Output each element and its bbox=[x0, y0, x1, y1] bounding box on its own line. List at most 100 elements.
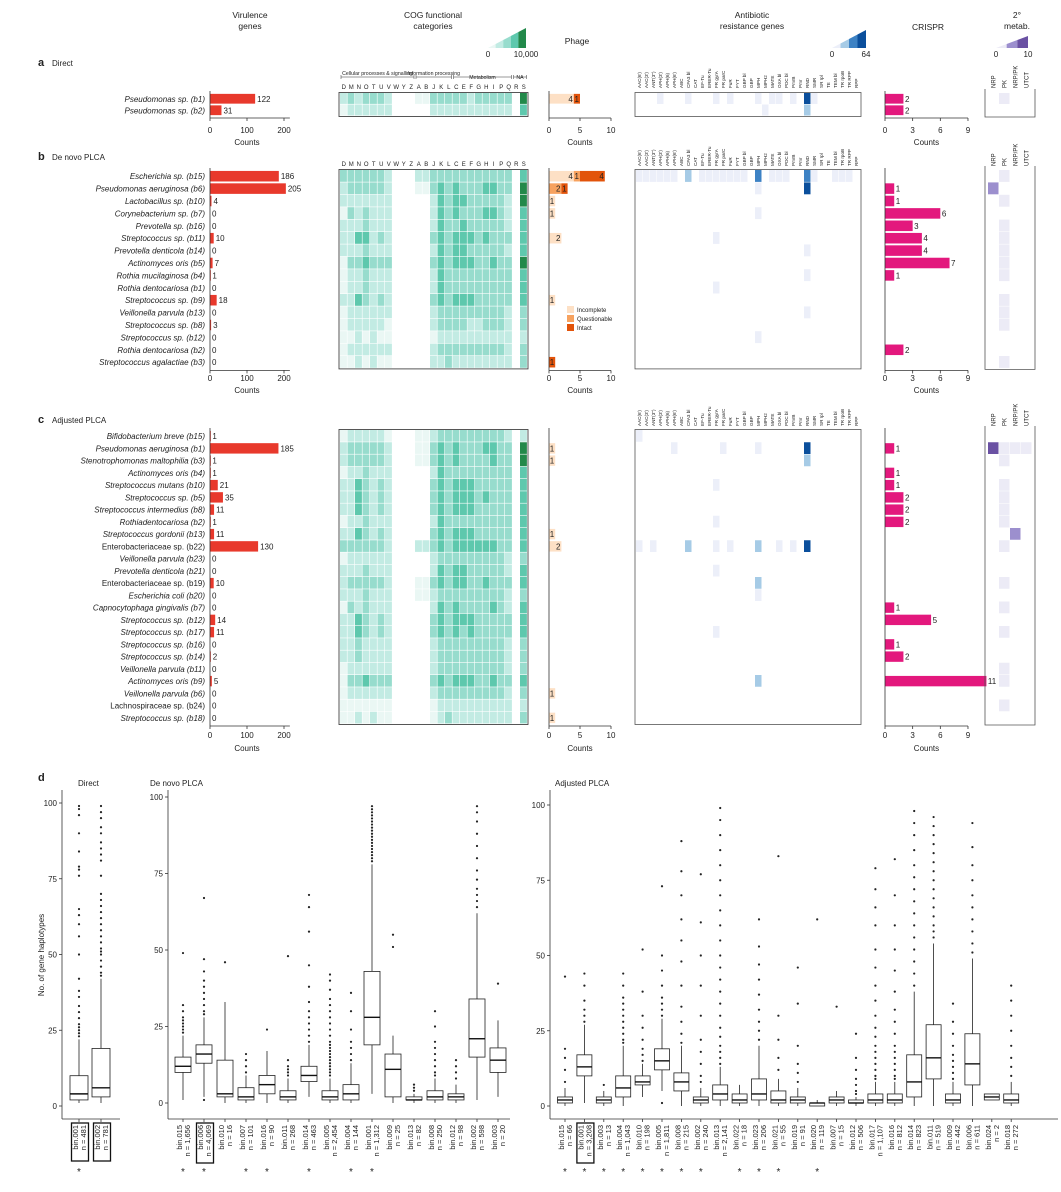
cog-color-legend bbox=[488, 28, 526, 48]
cog-category-letter: K bbox=[439, 85, 443, 91]
cog-heatmap-cell bbox=[370, 442, 377, 454]
antibiotic-gene-label: TR RPP bbox=[847, 71, 852, 88]
cog-heatmap-cell bbox=[400, 503, 407, 516]
cog-heatmap-cell bbox=[460, 589, 467, 601]
cog-heatmap-cell bbox=[392, 589, 400, 601]
cog-heatmap-cell bbox=[475, 515, 482, 528]
cog-heatmap-cell bbox=[415, 552, 422, 565]
outlier-point bbox=[475, 899, 479, 903]
outlier-point bbox=[971, 906, 974, 909]
cog-heatmap-cell bbox=[400, 219, 407, 232]
cog-heatmap-cell bbox=[362, 528, 370, 540]
cog-heatmap-cell bbox=[445, 430, 452, 442]
cog-heatmap-cell bbox=[370, 430, 377, 442]
outlier-point bbox=[699, 984, 702, 987]
bin-count: n = 781 bbox=[101, 1125, 110, 1150]
cog-heatmap-cell bbox=[475, 93, 482, 104]
cog-heatmap-cell bbox=[512, 699, 520, 712]
cog-heatmap-cell bbox=[467, 466, 475, 479]
metabolite-heatmap-cell bbox=[999, 442, 1010, 454]
antibiotic-heatmap-cell bbox=[832, 170, 839, 182]
cog-heatmap-cell bbox=[452, 687, 460, 699]
cog-heatmap-cell bbox=[505, 613, 512, 626]
species-name: Streptococcus gordonii (b13) bbox=[103, 530, 206, 539]
cog-heatmap-cell bbox=[437, 269, 445, 281]
tick-label: 9 bbox=[966, 731, 971, 740]
outlier-point bbox=[854, 1083, 858, 1087]
cog-heatmap-cell bbox=[512, 269, 520, 281]
tick-label: 5 bbox=[578, 126, 583, 135]
boxplot-title: Direct bbox=[78, 779, 100, 788]
cog-category-letter: D bbox=[342, 85, 347, 91]
species-name: Actinomyces oris (b4) bbox=[127, 469, 205, 478]
cog-heatmap-cell bbox=[385, 687, 392, 699]
cog-heatmap-cell bbox=[452, 662, 460, 675]
metabolite-heatmap-cell bbox=[999, 699, 1010, 712]
cog-heatmap-cell bbox=[482, 256, 490, 269]
outlier-point bbox=[719, 879, 722, 882]
cog-heatmap-cell bbox=[392, 687, 400, 699]
bin-count: n = 2 bbox=[992, 1125, 1001, 1142]
cog-heatmap-cell bbox=[340, 454, 347, 467]
cog-heatmap-cell bbox=[355, 662, 362, 675]
bin-label: bin.001 bbox=[71, 1125, 80, 1150]
outlier-point bbox=[893, 969, 896, 972]
cog-heatmap-cell bbox=[422, 675, 430, 687]
cog-heatmap-cell bbox=[520, 232, 527, 244]
antibiotic-gene-label: MPH2 bbox=[763, 153, 768, 166]
cog-heatmap-cell bbox=[467, 331, 475, 343]
cog-heatmap-cell bbox=[370, 552, 377, 565]
cog-heatmap-cell bbox=[400, 466, 407, 479]
cog-heatmap-cell bbox=[460, 552, 467, 565]
cog-heatmap-cell bbox=[422, 343, 430, 356]
significance-star: * bbox=[660, 1167, 664, 1178]
antibiotic-heatmap-cell bbox=[790, 93, 797, 104]
cog-heatmap-cell bbox=[505, 540, 512, 552]
legend-gradient-step bbox=[503, 36, 511, 48]
cog-heatmap-cell bbox=[355, 219, 362, 232]
outlier-point bbox=[680, 939, 683, 942]
antibiotic-gene-label: APH(6) bbox=[665, 410, 670, 426]
cog-heatmap-cell bbox=[340, 430, 347, 442]
y-tick-label: 50 bbox=[154, 946, 163, 955]
column-header-cog: COG functional bbox=[404, 10, 462, 20]
cog-heatmap-cell bbox=[437, 540, 445, 552]
outlier-point bbox=[641, 1053, 644, 1056]
outlier-point bbox=[874, 1014, 877, 1017]
cog-heatmap-cell bbox=[452, 650, 460, 663]
cog-heatmap-cell bbox=[520, 601, 527, 614]
outlier-point bbox=[433, 1025, 437, 1028]
cog-heatmap-cell bbox=[340, 564, 347, 577]
bin-label: bin.012 bbox=[448, 1125, 457, 1150]
cog-heatmap-cell bbox=[400, 343, 407, 356]
antibiotic-gene-label: ABC bbox=[679, 78, 684, 88]
cog-heatmap-cell bbox=[497, 699, 505, 712]
virulence-count: 0 bbox=[212, 591, 217, 600]
outlier-point bbox=[913, 924, 916, 927]
cog-heatmap-cell bbox=[437, 194, 445, 207]
cog-heatmap-cell bbox=[430, 430, 437, 442]
cog-heatmap-cell bbox=[377, 528, 385, 540]
crispr-count: 2 bbox=[905, 653, 910, 662]
outlier-point bbox=[99, 974, 103, 977]
cog-heatmap-cell bbox=[490, 318, 497, 331]
outlier-point bbox=[496, 982, 500, 985]
antibiotic-heatmap-cell bbox=[790, 540, 797, 552]
antibiotic-gene-label: AAC(3') bbox=[644, 150, 649, 166]
outlier-point bbox=[622, 1008, 625, 1011]
antibiotic-gene-label: FR parC bbox=[721, 408, 726, 426]
outlier-point bbox=[391, 933, 395, 936]
cog-heatmap-cell bbox=[392, 232, 400, 244]
phage-count: 4 bbox=[599, 172, 604, 181]
box-iqr bbox=[867, 1093, 884, 1104]
tick-label: 200 bbox=[277, 374, 291, 383]
cog-heatmap-cell bbox=[520, 650, 527, 663]
cog-heatmap-cell bbox=[355, 294, 362, 306]
metabolite-heatmap-cell bbox=[999, 540, 1010, 552]
cog-heatmap-cell bbox=[347, 662, 355, 675]
box-iqr bbox=[216, 1059, 234, 1098]
bin-label: bin.008 bbox=[427, 1125, 436, 1150]
box-iqr bbox=[731, 1093, 748, 1104]
cog-heatmap-cell bbox=[340, 294, 347, 306]
outlier-point bbox=[307, 1040, 311, 1043]
